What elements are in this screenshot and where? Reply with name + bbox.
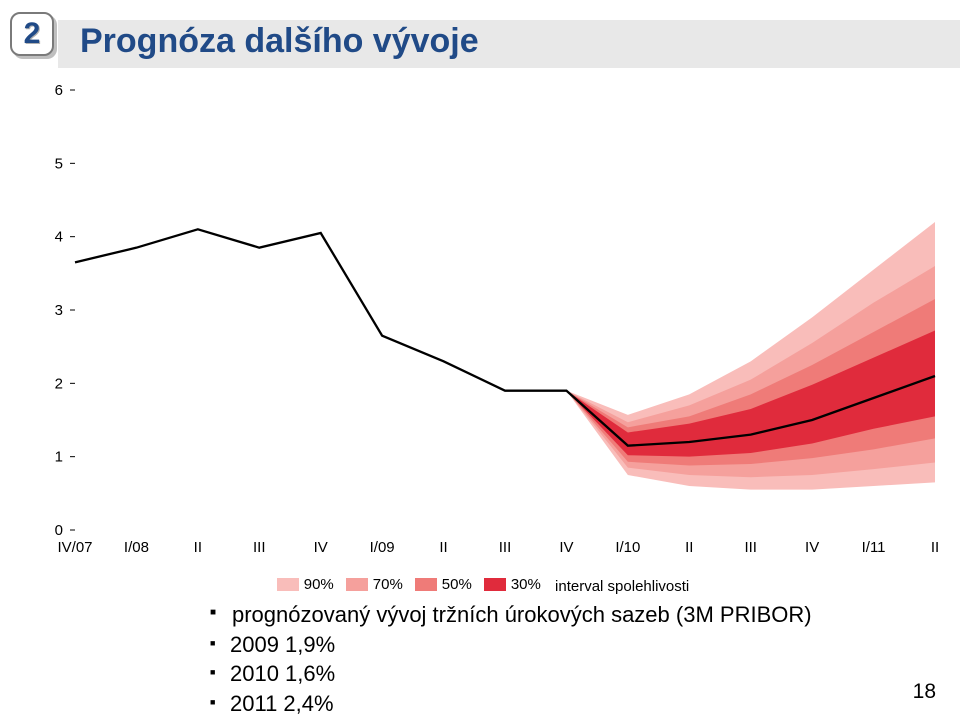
y-label: 6 (55, 82, 63, 99)
y-label: 3 (55, 302, 63, 319)
fan-chart: 0123456IV/07I/08IIIIIIVI/09IIIIIIVI/10II… (20, 80, 940, 570)
y-label: 5 (55, 155, 63, 172)
legend-label: 30% (511, 576, 541, 593)
bullet-sub-text: 2011 2,4% (230, 691, 334, 716)
bullets: prognózovaný vývoj tržních úrokových saz… (210, 600, 812, 718)
legend-label: 70% (373, 576, 403, 593)
x-label: IV (314, 539, 328, 556)
x-label: IV/07 (57, 539, 92, 556)
legend-suffix: interval spolehlivosti (551, 578, 689, 595)
x-label: I/11 (862, 539, 886, 556)
bullet-sub-text: 2010 1,6% (230, 661, 335, 686)
badge-main: 2 (10, 12, 54, 56)
legend-item: 30% (484, 576, 541, 593)
badge-number: 2 (24, 17, 41, 51)
bullet-main: prognózovaný vývoj tržních úrokových saz… (210, 600, 812, 718)
bullet-sub: 2011 2,4% (210, 689, 812, 718)
legend-swatch (415, 578, 437, 591)
y-label: 1 (55, 449, 63, 466)
legend-swatch (346, 578, 368, 591)
x-label: I/10 (615, 539, 640, 556)
bullet-main-text: prognózovaný vývoj tržních úrokových saz… (232, 602, 812, 627)
legend-item: 50% (415, 576, 472, 593)
legend-label: 90% (304, 576, 334, 593)
x-label: IV (805, 539, 819, 556)
bullet-sub: 2009 1,9% (210, 630, 812, 660)
chart-legend: 90% 70% 50% 30% interval spolehlivosti (0, 576, 960, 595)
x-label: II (685, 539, 693, 556)
x-label: III (499, 539, 512, 556)
legend-item: 70% (346, 576, 403, 593)
x-label: III (744, 539, 757, 556)
x-label: III (253, 539, 266, 556)
x-label: I/08 (124, 539, 149, 556)
x-label: II (931, 539, 939, 556)
bullet-sub-text: 2009 1,9% (230, 632, 335, 657)
legend-swatch (484, 578, 506, 591)
x-label: II (439, 539, 447, 556)
legend-item: 90% (277, 576, 334, 593)
slide: Prognóza dalšího vývoje 2 0 1 2 3 4 5 6 IV/07 I/… (0, 0, 960, 718)
title-bar: Prognóza dalšího vývoje (58, 20, 960, 68)
x-label: IV (559, 539, 573, 556)
x-label: II (194, 539, 202, 556)
y-label: 0 (55, 522, 63, 539)
legend-swatch (277, 578, 299, 591)
y-label: 2 (55, 375, 63, 392)
x-label: I/09 (370, 539, 395, 556)
chart-svg: 0123456IV/07I/08IIIIIIVI/09IIIIIIVI/10II… (20, 80, 940, 570)
legend-label: 50% (442, 576, 472, 593)
section-badge: 2 (10, 12, 56, 58)
y-label: 4 (55, 229, 63, 246)
bullet-sub: 2010 1,6% (210, 659, 812, 689)
slide-title: Prognóza dalšího vývoje (80, 22, 479, 61)
page-number: 18 (913, 680, 936, 704)
